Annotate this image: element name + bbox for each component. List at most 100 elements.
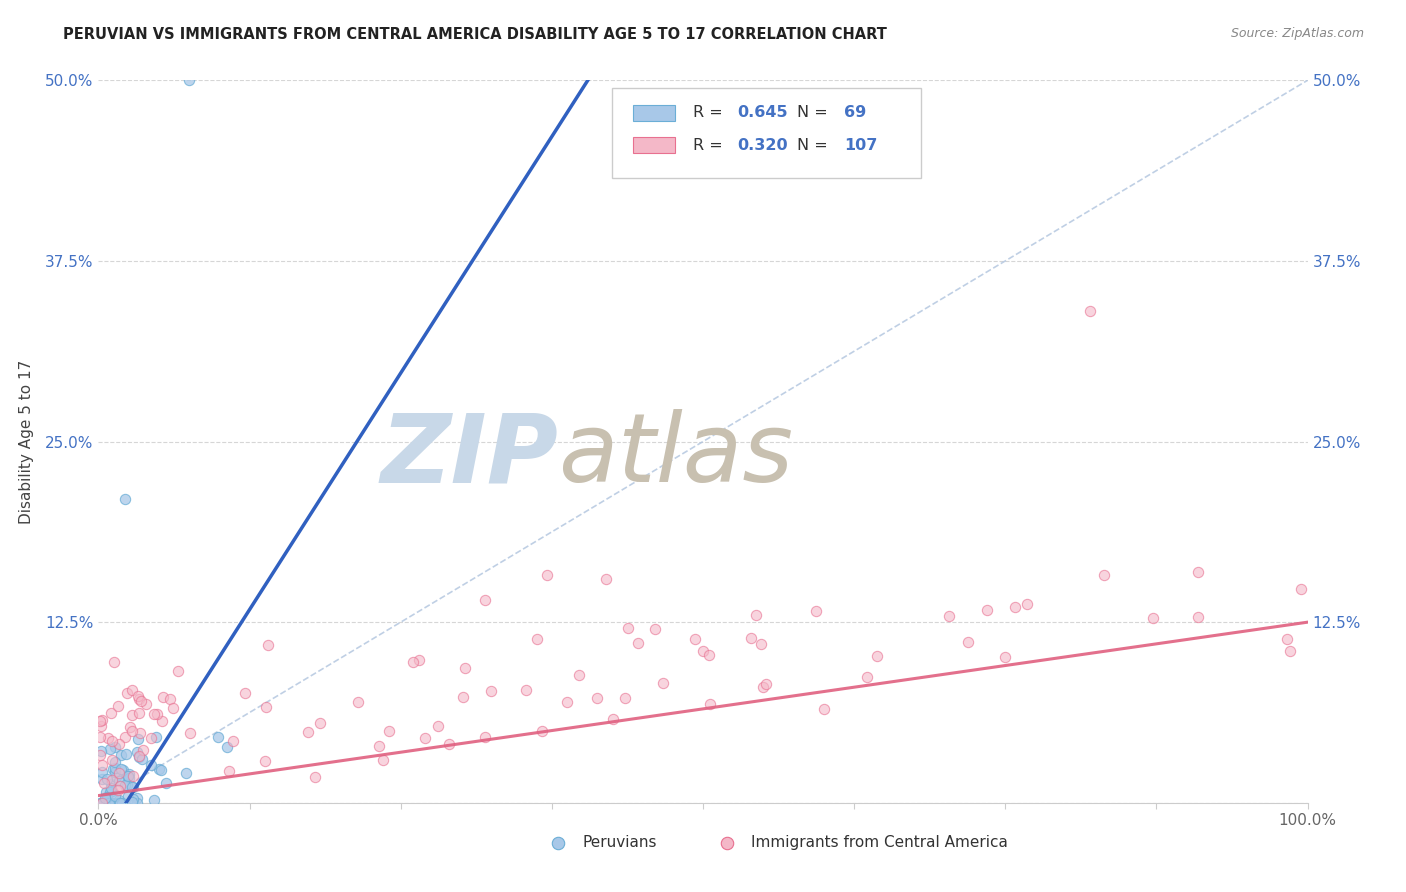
FancyBboxPatch shape [633, 105, 675, 120]
Text: R =: R = [693, 137, 728, 153]
Point [103, 762, 125, 776]
Point [368, 739, 391, 753]
Point [617, 621, 640, 635]
Point [127, 790, 149, 805]
Point [994, 650, 1017, 665]
Point [1278, 644, 1301, 658]
Point [179, 73, 201, 87]
Point [108, 793, 131, 807]
Point [96, 790, 118, 805]
Point [557, 695, 579, 709]
Point [90, 796, 112, 810]
Point [121, 780, 143, 794]
Point [91, 772, 114, 786]
Point [103, 655, 125, 669]
Point [98, 742, 121, 756]
Point [107, 796, 129, 810]
Point [101, 784, 124, 798]
Point [128, 706, 150, 720]
Point [108, 796, 131, 810]
Point [1187, 565, 1209, 579]
Point [118, 766, 141, 780]
Point [602, 712, 624, 726]
Point [121, 682, 143, 697]
Point [121, 708, 143, 723]
Point [692, 644, 714, 658]
Point [128, 692, 150, 706]
Point [104, 796, 127, 810]
Point [1277, 632, 1299, 646]
Point [98, 796, 121, 810]
Point [98, 785, 121, 799]
Point [122, 792, 145, 806]
Point [128, 749, 150, 764]
Point [451, 690, 474, 704]
Point [150, 714, 173, 729]
Point [866, 648, 889, 663]
Point [585, 691, 607, 706]
Point [215, 739, 238, 754]
Point [454, 661, 477, 675]
Point [98, 796, 121, 810]
Point [127, 796, 149, 810]
Point [108, 779, 131, 793]
Point [117, 769, 139, 783]
Point [89, 796, 111, 810]
Point [91, 758, 114, 772]
Point [93, 776, 115, 790]
Point [104, 770, 127, 784]
Point [90, 796, 112, 810]
Text: Source: ZipAtlas.com: Source: ZipAtlas.com [1230, 27, 1364, 40]
Point [131, 752, 153, 766]
Point [956, 634, 979, 648]
Point [141, 758, 163, 772]
Point [938, 608, 960, 623]
Point [531, 723, 554, 738]
Point [101, 753, 124, 767]
Point [117, 789, 139, 803]
Point [437, 737, 460, 751]
Point [127, 732, 149, 747]
Point [143, 707, 166, 722]
Point [207, 730, 229, 744]
Point [115, 769, 138, 783]
Point [90, 719, 112, 733]
Point [118, 720, 141, 734]
Point [96, 796, 118, 810]
Text: 0.645: 0.645 [737, 105, 787, 120]
Point [100, 777, 122, 791]
Text: 69: 69 [845, 105, 866, 120]
Point [159, 691, 181, 706]
Point [111, 796, 134, 810]
Point [179, 726, 201, 740]
Text: 0.320: 0.320 [737, 137, 787, 153]
Point [97, 796, 120, 810]
Point [104, 765, 127, 780]
Point [745, 607, 768, 622]
Point [107, 796, 129, 810]
Point [129, 726, 152, 740]
Point [121, 724, 143, 739]
Point [122, 780, 145, 794]
Point [740, 632, 762, 646]
FancyBboxPatch shape [613, 87, 921, 178]
Point [749, 637, 772, 651]
Point [125, 745, 148, 759]
Point [115, 686, 138, 700]
Point [91, 764, 114, 779]
Point [89, 747, 111, 762]
Point [166, 664, 188, 678]
Point [107, 766, 129, 780]
Point [93, 796, 115, 810]
Text: atlas: atlas [558, 409, 793, 502]
Point [97, 731, 120, 746]
Text: 107: 107 [845, 137, 877, 153]
Point [699, 697, 721, 711]
Point [90, 744, 112, 758]
Point [257, 638, 280, 652]
FancyBboxPatch shape [633, 137, 675, 153]
Point [104, 789, 127, 803]
Point [117, 771, 139, 785]
Text: R =: R = [693, 105, 728, 120]
Point [111, 763, 134, 777]
